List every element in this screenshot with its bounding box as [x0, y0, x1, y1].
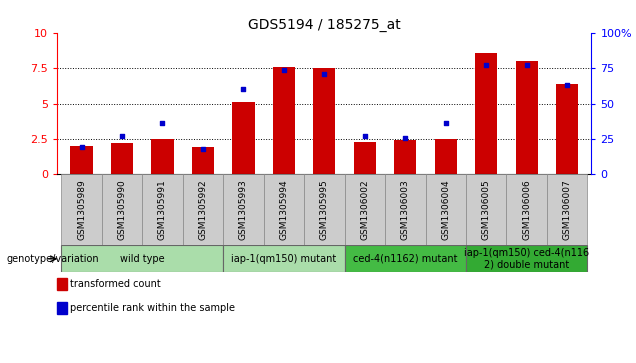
- Text: GSM1306005: GSM1306005: [481, 179, 491, 240]
- Bar: [466, 245, 588, 273]
- Bar: [434, 139, 457, 175]
- Text: GSM1306004: GSM1306004: [441, 180, 450, 240]
- Bar: [102, 175, 142, 245]
- Bar: [547, 175, 588, 245]
- Point: [238, 86, 249, 92]
- Bar: [232, 102, 254, 175]
- Bar: [304, 175, 345, 245]
- Title: GDS5194 / 185275_at: GDS5194 / 185275_at: [248, 18, 401, 32]
- Point: [562, 82, 572, 88]
- Text: GSM1305994: GSM1305994: [279, 180, 288, 240]
- Bar: [151, 139, 174, 175]
- Text: percentile rank within the sample: percentile rank within the sample: [71, 303, 235, 313]
- Point: [117, 133, 127, 139]
- Text: GSM1305990: GSM1305990: [118, 179, 127, 240]
- Bar: [223, 245, 345, 273]
- Bar: [516, 61, 538, 175]
- Point: [441, 121, 451, 126]
- Bar: [183, 175, 223, 245]
- Bar: [192, 147, 214, 175]
- Bar: [111, 143, 133, 175]
- Text: genotype/variation: genotype/variation: [6, 254, 99, 264]
- Text: GSM1305991: GSM1305991: [158, 179, 167, 240]
- Bar: [556, 84, 578, 175]
- Bar: [142, 175, 183, 245]
- Point: [76, 144, 86, 150]
- Text: GSM1306007: GSM1306007: [563, 179, 572, 240]
- Text: GSM1306006: GSM1306006: [522, 179, 531, 240]
- Point: [522, 62, 532, 68]
- Bar: [425, 175, 466, 245]
- Bar: [71, 146, 93, 175]
- Text: iap-1(qm150) ced-4(n116
2) double mutant: iap-1(qm150) ced-4(n116 2) double mutant: [464, 248, 590, 270]
- Bar: [354, 142, 376, 175]
- Point: [198, 146, 208, 152]
- Bar: [61, 175, 102, 245]
- Text: GSM1305995: GSM1305995: [320, 179, 329, 240]
- Bar: [475, 53, 497, 175]
- Text: iap-1(qm150) mutant: iap-1(qm150) mutant: [232, 254, 336, 264]
- Bar: [345, 175, 385, 245]
- Bar: [394, 140, 417, 175]
- Bar: [264, 175, 304, 245]
- Point: [319, 71, 329, 77]
- Text: ced-4(n1162) mutant: ced-4(n1162) mutant: [353, 254, 457, 264]
- Bar: [345, 245, 466, 273]
- Point: [481, 62, 492, 68]
- Text: GSM1306002: GSM1306002: [361, 180, 370, 240]
- Bar: [57, 302, 67, 314]
- Bar: [223, 175, 264, 245]
- Bar: [57, 278, 67, 290]
- Text: GSM1305989: GSM1305989: [77, 179, 86, 240]
- Text: transformed count: transformed count: [71, 280, 161, 289]
- Point: [157, 121, 167, 126]
- Text: GSM1305992: GSM1305992: [198, 180, 207, 240]
- Bar: [61, 245, 223, 273]
- Bar: [466, 175, 506, 245]
- Point: [400, 135, 410, 140]
- Point: [279, 67, 289, 73]
- Text: GSM1305993: GSM1305993: [239, 179, 248, 240]
- Text: GSM1306003: GSM1306003: [401, 179, 410, 240]
- Bar: [385, 175, 425, 245]
- Bar: [506, 175, 547, 245]
- Bar: [273, 67, 295, 175]
- Point: [360, 133, 370, 139]
- Bar: [314, 68, 336, 175]
- Text: wild type: wild type: [120, 254, 165, 264]
